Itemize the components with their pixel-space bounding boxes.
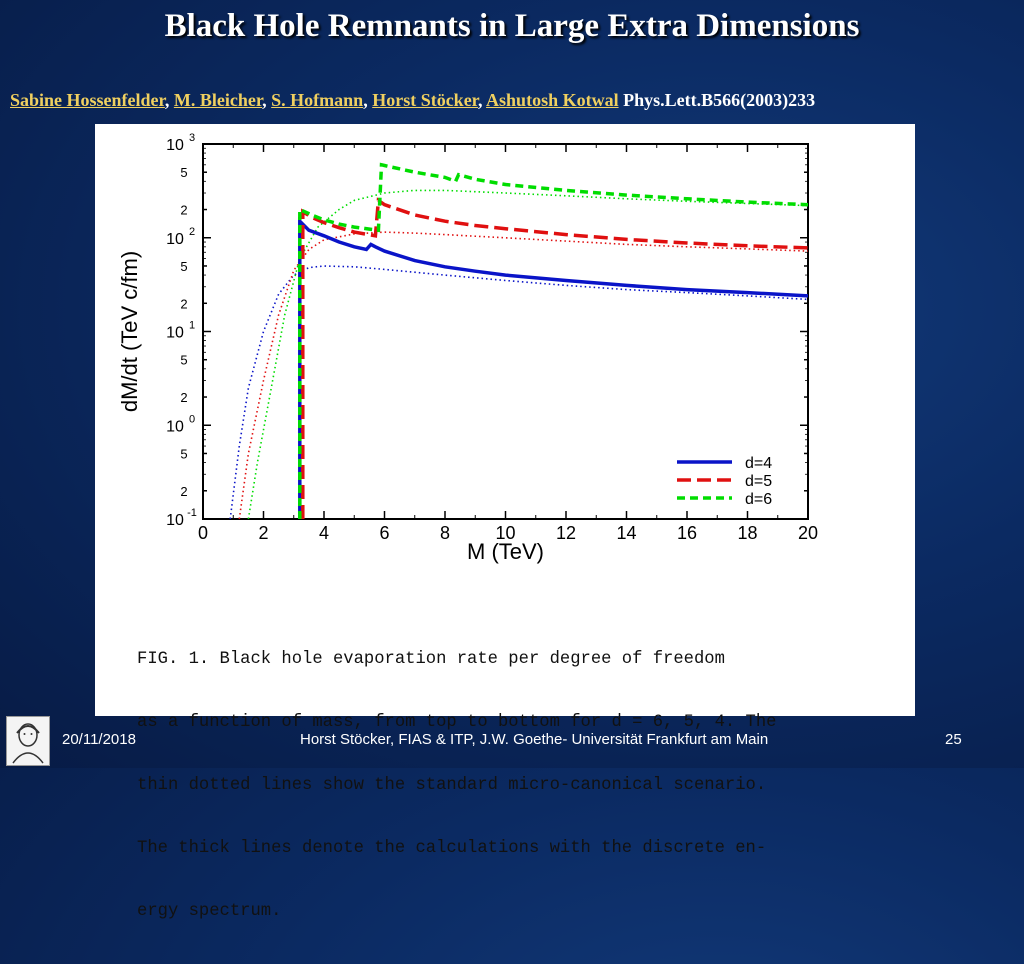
series-d4-dotted-line [229, 265, 808, 519]
y-tick-label: 2 [180, 203, 187, 218]
caption-line: FIG. 1. Black hole evaporation rate per … [137, 650, 725, 669]
x-tick-label: 16 [677, 523, 697, 543]
caption-line: The thick lines denote the calculations … [137, 839, 767, 858]
x-tick-label: 20 [798, 523, 818, 543]
y-tick-label: 2 [180, 484, 187, 499]
x-tick-label: 0 [198, 523, 208, 543]
y-tick-exponent: 1 [189, 320, 195, 332]
x-tick-label: 2 [258, 523, 268, 543]
y-tick-label: 10 [166, 418, 184, 435]
y-tick-exponent: 3 [189, 132, 195, 144]
series-d5-thick-line [301, 197, 808, 519]
separator: , [262, 90, 272, 110]
footer-date: 20/11/2018 [62, 731, 136, 748]
x-tick-label: 4 [319, 523, 329, 543]
y-tick-exponent: -1 [187, 507, 197, 519]
separator: , [363, 90, 373, 110]
y-tick-label: 5 [180, 165, 187, 180]
footer-credit: Horst Stöcker, FIAS & ITP, J.W. Goethe- … [300, 731, 769, 748]
author-line: Sabine Hossenfelder, M. Bleicher, S. Hof… [10, 90, 1024, 111]
slide-title: Black Hole Remnants in Large Extra Dimen… [164, 8, 860, 44]
page-number: 25 [945, 731, 962, 748]
separator: , [478, 90, 487, 110]
y-tick-label: 5 [180, 259, 187, 274]
caption-line: ergy spectrum. [137, 902, 282, 921]
y-tick-exponent: 2 [189, 226, 195, 238]
x-tick-label: 10 [495, 523, 515, 543]
author-link-kotwal[interactable]: Ashutosh Kotwal [486, 90, 619, 110]
legend-label: d=5 [745, 473, 772, 490]
author-link-hofmann[interactable]: S. Hofmann [271, 90, 364, 110]
x-tick-label: 12 [556, 523, 576, 543]
portrait-icon [12, 723, 44, 764]
series-d6-dotted-line [247, 189, 808, 519]
caption-line: as a function of mass, from top to botto… [137, 713, 777, 732]
legend-label: d=6 [745, 491, 772, 508]
y-tick-label: 5 [180, 446, 187, 461]
x-tick-label: 14 [616, 523, 636, 543]
journal-reference: Phys.Lett.B566(2003)233 [623, 90, 816, 110]
series-d5-dotted-line [238, 231, 808, 519]
y-tick-label: 10 [166, 137, 184, 154]
author-link-stoecker[interactable]: Horst Stöcker [372, 90, 479, 110]
y-tick-label: 2 [180, 390, 187, 405]
figure-panel: 0 2 4 6 8 10 12 14 16 18 20 10 3 5 2 10 2 5 2 10 1 5 2 10 0 5 2 10-… [95, 124, 915, 921]
y-tick-label: 2 [180, 296, 187, 311]
legend-label: d=4 [745, 455, 772, 472]
x-tick-label: 8 [440, 523, 450, 543]
author-link-hossenfelder[interactable]: Sabine Hossenfelder [10, 90, 165, 110]
y-axis-label: dM/dt (TeV c/fm) [117, 251, 142, 412]
y-tick-label: 10 [166, 325, 184, 342]
y-tick-exponent: 0 [189, 413, 195, 425]
y-tick-label: 10 [166, 512, 184, 529]
x-tick-label: 18 [737, 523, 757, 543]
figure-caption: FIG. 1. Black hole evaporation rate per … [137, 607, 897, 964]
series-d6-thick-line [298, 162, 808, 519]
y-tick-label: 10 [166, 231, 184, 248]
separator: , [164, 90, 174, 110]
y-tick-label: 5 [180, 353, 187, 368]
caption-line: thin dotted lines show the standard micr… [137, 776, 767, 795]
x-axis-label: M (TeV) [467, 539, 544, 564]
university-logo [6, 716, 50, 766]
x-tick-label: 6 [379, 523, 389, 543]
author-link-bleicher[interactable]: M. Bleicher [173, 90, 263, 110]
series-d4-thick-line [298, 216, 808, 519]
